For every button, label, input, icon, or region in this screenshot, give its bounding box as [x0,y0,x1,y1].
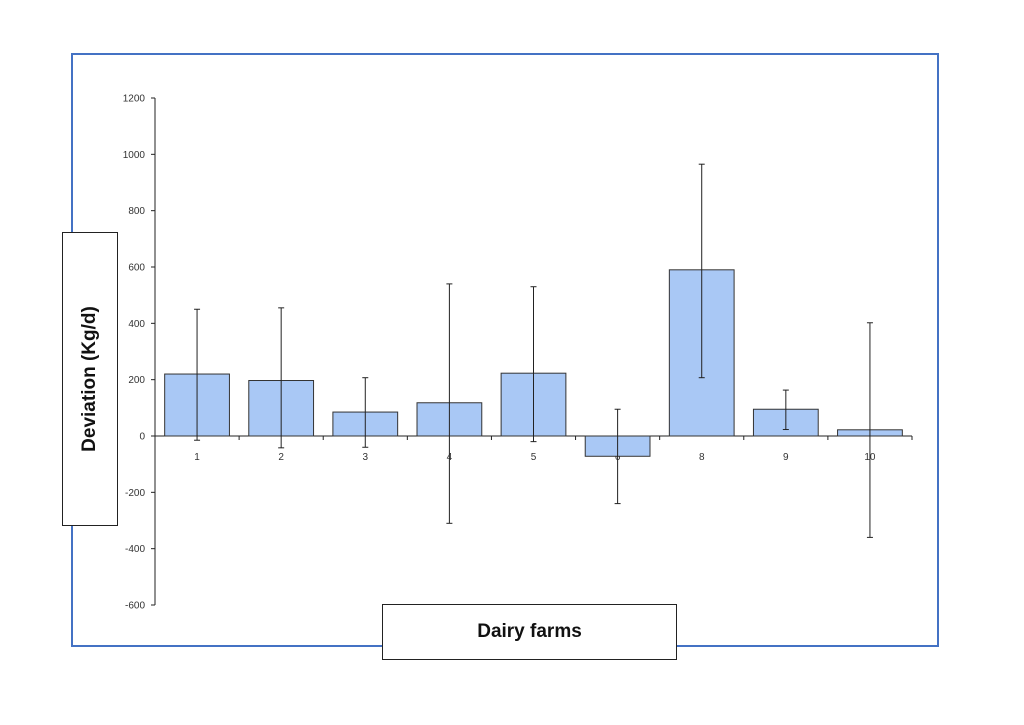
x-axis-label-box: Dairy farms [382,604,677,660]
y-tick-label: -600 [125,601,145,612]
x-tick-label: 2 [278,452,284,463]
x-tick-label: 1 [194,452,200,463]
y-axis: -600 -400 -200 0 200 400 600 800 1000 1200 [123,94,156,612]
y-tick-label: -400 [125,544,145,555]
y-tick-label: -200 [125,488,145,499]
y-tick-label: 800 [128,206,145,217]
y-tick-label: 200 [128,375,145,386]
x-tick-label: 9 [783,452,789,463]
y-tick-label: 1200 [123,94,146,105]
x-axis-label: Dairy farms [477,621,582,642]
y-axis-label-box: Deviation (Kg/d) [62,232,118,526]
x-tick-label: 3 [362,452,368,463]
chart-frame [71,53,939,647]
y-tick-label: 400 [128,319,145,330]
y-tick-label: 1000 [123,150,146,161]
x-tick-label: 5 [531,452,537,463]
error-bars [194,163,873,538]
x-tick-label: 8 [699,452,705,463]
y-axis-label: Deviation (Kg/d) [79,306,101,452]
y-tick-label: 0 [139,432,145,443]
y-tick-label: 600 [128,263,145,274]
